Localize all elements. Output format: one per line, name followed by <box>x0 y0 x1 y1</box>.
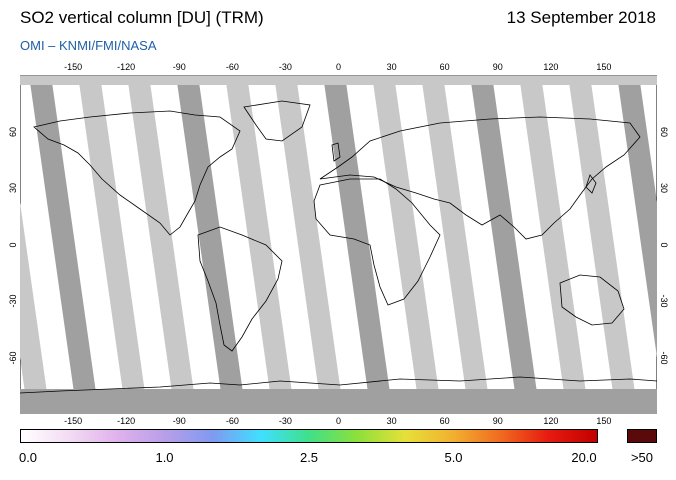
lat-label-right: 30 <box>659 182 669 194</box>
data-source: OMI – KNMI/FMI/NASA <box>20 38 157 53</box>
colorbar-tick-label: 2.5 <box>299 450 319 465</box>
south-america-coast <box>197 226 283 352</box>
lon-label-bottom: -120 <box>117 416 136 426</box>
lon-label-bottom: 0 <box>335 416 342 426</box>
lon-label-top: -60 <box>225 62 239 72</box>
lat-label-left: -30 <box>8 294 18 308</box>
swath-stripe <box>274 75 344 414</box>
swath-stripe <box>127 75 197 414</box>
greenland-coast <box>243 100 311 142</box>
lat-label-right: -60 <box>659 350 669 365</box>
lon-label-bottom: 90 <box>492 416 503 426</box>
lon-label-bottom: 120 <box>543 416 559 426</box>
lat-label-left: -60 <box>8 350 18 365</box>
japan-coast <box>585 174 597 194</box>
swath-stripe <box>29 75 99 414</box>
colorbar-over-label: >50 <box>630 450 654 465</box>
swath-stripe <box>78 75 148 414</box>
lat-label-right: 0 <box>659 241 669 248</box>
swath-stripe <box>372 75 442 414</box>
eurasia-coast <box>319 116 641 240</box>
swath-stripe <box>225 75 295 414</box>
colorbar-tick-label: 1.0 <box>155 450 174 465</box>
lon-label-bottom: -30 <box>278 416 292 426</box>
lat-label-right: -30 <box>659 294 669 308</box>
lon-label-bottom: 60 <box>439 416 450 426</box>
swath-stripe <box>323 75 393 414</box>
lat-label-left: 0 <box>8 241 18 248</box>
polar-no-data-north <box>20 75 657 85</box>
lon-label-top: -30 <box>278 62 292 72</box>
australia-coast <box>559 274 625 326</box>
lon-label-bottom: 150 <box>596 416 612 426</box>
lon-label-top: 120 <box>543 62 559 72</box>
lon-label-top: -90 <box>172 62 186 72</box>
swath-stripe <box>617 75 657 358</box>
lon-label-top: 0 <box>335 62 342 72</box>
map-title: SO2 vertical column [DU] (TRM) <box>20 8 264 27</box>
lon-label-top: 60 <box>439 62 450 72</box>
lon-label-bottom: -60 <box>225 416 239 426</box>
lon-label-top: -150 <box>64 62 83 72</box>
lon-label-bottom: -90 <box>172 416 186 426</box>
lat-label-left: 30 <box>8 182 18 194</box>
swath-stripe <box>421 75 491 414</box>
swath-stripe <box>20 202 50 414</box>
swath-stripe <box>470 75 540 414</box>
swath-stripe <box>519 75 589 414</box>
satellite-swaths <box>20 75 657 414</box>
north-america-coast <box>33 110 241 236</box>
colorbar-over-swatch <box>627 429 657 443</box>
lon-label-bottom: 30 <box>386 416 397 426</box>
antarctica-outline <box>20 376 657 394</box>
colorbar-tick-label: 5.0 <box>444 450 463 465</box>
lat-label-left: 60 <box>8 126 18 137</box>
colorbar <box>20 429 598 443</box>
lon-label-top: 30 <box>386 62 397 72</box>
polar-night-south <box>20 389 657 414</box>
world-map <box>20 75 657 414</box>
swath-stripe <box>176 75 246 414</box>
swath-stripe <box>568 75 638 414</box>
colorbar-tick-label: 20.0 <box>571 450 597 465</box>
lon-label-bottom: -150 <box>64 416 83 426</box>
coastlines <box>33 100 641 352</box>
colorbar-tick-label: 0.0 <box>18 450 38 465</box>
map-date: 13 September 2018 <box>506 8 656 27</box>
uk-coast <box>331 142 341 162</box>
lat-label-right: 60 <box>659 126 669 137</box>
lon-label-top: -120 <box>117 62 136 72</box>
africa-coast <box>313 178 441 306</box>
lon-label-top: 150 <box>596 62 612 72</box>
lon-label-top: 90 <box>492 62 503 72</box>
